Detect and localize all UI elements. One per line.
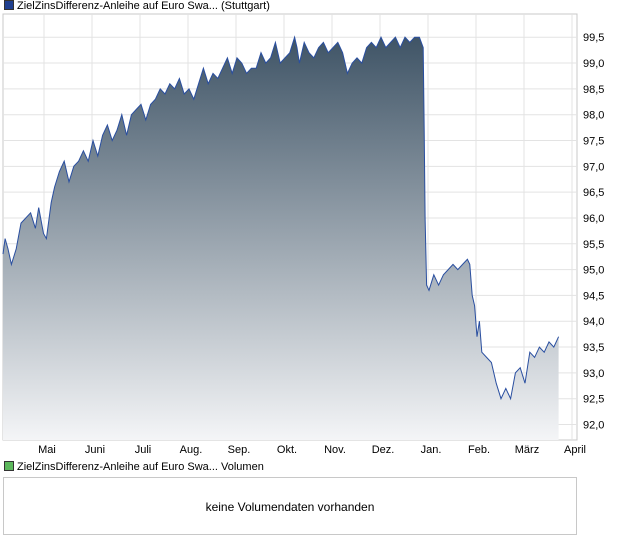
volume-legend: ZielZinsDifferenz-Anleihe auf Euro Swa..… <box>4 461 264 474</box>
x-tick-label: April <box>564 444 586 456</box>
x-tick-label: Juli <box>135 444 152 456</box>
x-tick-label: Aug. <box>180 444 203 456</box>
price-line <box>2 35 560 401</box>
y-tick-label: 93,0 <box>583 368 604 380</box>
y-tick-label: 95,0 <box>583 265 604 277</box>
x-tick-label: März <box>515 444 539 456</box>
price-legend-label: ZielZinsDifferenz-Anleihe auf Euro Swa..… <box>17 0 270 12</box>
y-tick-label: 94,0 <box>583 316 604 328</box>
volume-legend-label: ZielZinsDifferenz-Anleihe auf Euro Swa..… <box>17 461 264 473</box>
x-tick-label: Juni <box>85 444 105 456</box>
y-tick-label: 97,5 <box>583 136 604 148</box>
volume-chart: keine Volumendaten vorhanden <box>3 477 577 535</box>
price-area <box>3 37 559 440</box>
y-tick-label: 96,5 <box>583 187 604 199</box>
x-tick-label: Mai <box>38 444 56 456</box>
y-tick-label: 94,5 <box>583 290 604 302</box>
x-tick-label: Jan. <box>421 444 442 456</box>
y-tick-label: 92,5 <box>583 394 604 406</box>
x-axis: Mai Juni Juli Aug. Sep. Okt. Nov. Dez. Jan. Feb. M… <box>38 444 586 456</box>
volume-legend-swatch <box>4 461 14 471</box>
y-tick-label: 93,5 <box>583 342 604 354</box>
price-legend: ZielZinsDifferenz-Anleihe auf Euro Swa..… <box>4 0 270 13</box>
y-tick-label: 99,5 <box>583 32 604 44</box>
y-tick-label: 97,0 <box>583 161 604 173</box>
y-tick-label: 95,5 <box>583 239 604 251</box>
x-tick-label: Feb. <box>468 444 490 456</box>
y-tick-label: 98,0 <box>583 110 604 122</box>
volume-empty-message: keine Volumendaten vorhanden <box>205 500 375 514</box>
y-tick-label: 98,5 <box>583 84 604 96</box>
price-chart: 92,0 92,5 93,0 93,5 94,0 94,5 95,0 95,5 96,0 96,5… <box>2 13 604 456</box>
x-tick-label: Nov. <box>324 444 346 456</box>
y-tick-label: 99,0 <box>583 58 604 70</box>
y-axis: 92,0 92,5 93,0 93,5 94,0 94,5 95,0 95,5 96,0 96,5… <box>583 32 604 431</box>
x-tick-label: Okt. <box>277 444 297 456</box>
y-tick-label: 92,0 <box>583 420 604 432</box>
y-tick-label: 96,0 <box>583 213 604 225</box>
price-legend-swatch <box>4 0 14 10</box>
x-tick-label: Sep. <box>228 444 251 456</box>
x-tick-label: Dez. <box>372 444 395 456</box>
